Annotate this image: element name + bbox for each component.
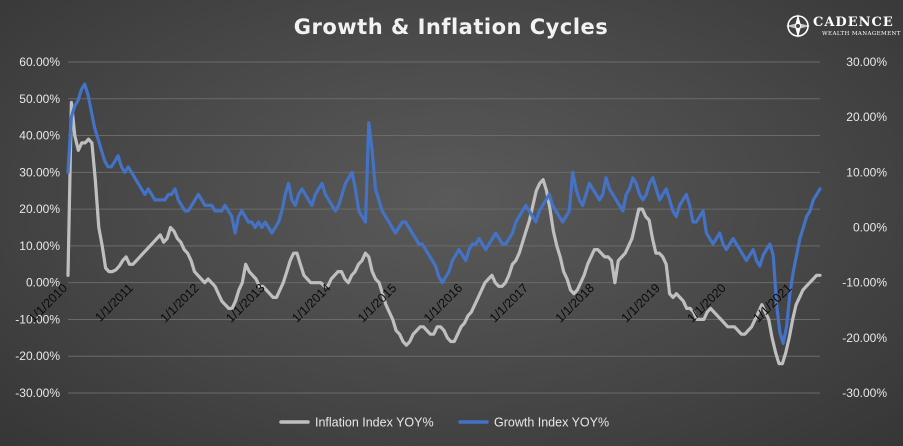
left-tick-label: 60.00%	[19, 55, 60, 69]
left-tick-label: -10.00%	[15, 312, 60, 326]
series-line-inflation	[66, 100, 822, 366]
left-axis-ticks: 60.00% 50.00% 40.00% 30.00% 20.00% 10.00% 0.00…	[15, 55, 60, 400]
x-axis-ticks: 1/1/2010 1/1/2011 1/1/2012 1/1/2013 1/1/2014…	[26, 281, 795, 325]
left-tick-label: 20.00%	[19, 202, 60, 216]
right-tick-label: 10.00%	[846, 165, 887, 179]
brand-logo: CADENCE WEALTH MANAGEMENT	[786, 14, 901, 38]
left-tick-label: 50.00%	[19, 92, 60, 106]
compass-icon	[786, 14, 810, 38]
right-tick-label: 30.00%	[846, 55, 887, 69]
logo-tagline: WEALTH MANAGEMENT	[822, 31, 901, 37]
x-tick-label: 1/1/2016	[421, 281, 465, 325]
chart-title: Growth & Inflation Cycles	[294, 15, 609, 39]
left-tick-label: 30.00%	[19, 165, 60, 179]
x-tick-label: 1/1/2011	[92, 281, 136, 325]
logo-name: CADENCE	[813, 15, 894, 30]
x-tick-label: 1/1/2012	[158, 281, 202, 325]
x-tick-label: 1/1/2019	[619, 281, 663, 325]
right-tick-label: -30.00%	[842, 386, 887, 400]
x-tick-label: 1/1/2013	[223, 281, 267, 325]
x-tick-label: 1/1/2017	[487, 281, 531, 325]
legend-label-inflation: Inflation Index YOY%	[315, 416, 434, 430]
series-lines	[66, 82, 822, 366]
legend-label-growth: Growth Index YOY%	[494, 416, 609, 430]
left-tick-label: 10.00%	[19, 239, 60, 253]
right-tick-label: 0.00%	[853, 221, 887, 235]
right-tick-label: -20.00%	[842, 331, 887, 345]
left-tick-label: 40.00%	[19, 129, 60, 143]
left-tick-label: -20.00%	[15, 349, 60, 363]
legend: Inflation Index YOY% Growth Index YOY%	[279, 416, 609, 430]
left-tick-label: 0.00%	[26, 276, 60, 290]
x-tick-label: 1/1/2014	[289, 281, 333, 325]
series-line-growth	[66, 82, 822, 345]
gridlines	[68, 61, 820, 394]
right-axis-ticks: 30.00% 20.00% 10.00% 0.00% -10.00% -20.00% -30…	[842, 55, 887, 400]
x-tick-label: 1/1/2018	[553, 281, 597, 325]
right-tick-label: 20.00%	[846, 110, 887, 124]
right-tick-label: -10.00%	[842, 276, 887, 290]
left-tick-label: -30.00%	[15, 386, 60, 400]
